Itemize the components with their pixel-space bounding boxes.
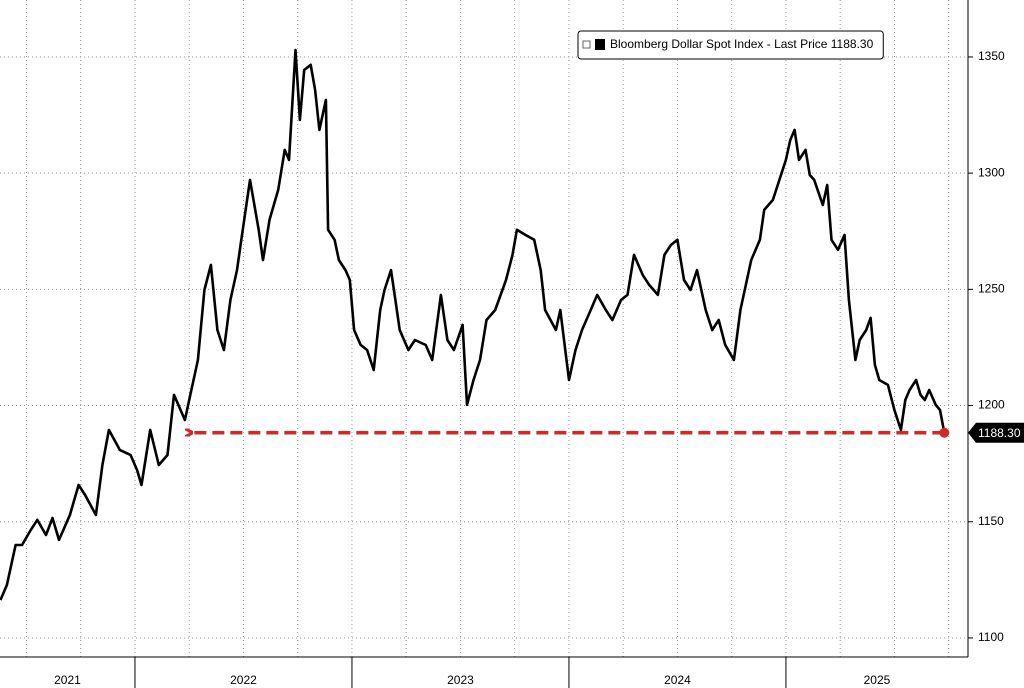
y-tick-label: 1300 [978,165,1005,179]
x-tick-label: 2023 [447,673,474,687]
legend: Bloomberg Dollar Spot Index - Last Price… [577,30,884,60]
price-tag [968,422,1024,443]
x-tick-label: 2024 [664,673,691,687]
legend-box [577,30,884,60]
x-tick-label: 2022 [230,673,257,687]
x-tick-label: 2025 [864,673,891,687]
price-tag-label: 1188.30 [978,426,1021,440]
legend-toggle [582,40,591,49]
legend-swatch [595,39,605,50]
y-tick-label: 1350 [978,49,1005,63]
x-tick-label: 2021 [54,673,81,687]
last-point [939,427,950,438]
y-tick-label: 1150 [978,514,1004,528]
y-tick-label: 1100 [978,630,1004,644]
y-tick-label: 1200 [978,398,1005,412]
series-line [0,48,946,601]
legend-label: Bloomberg Dollar Spot Index - Last Price… [610,37,874,51]
y-tick-label: 1250 [978,282,1005,296]
